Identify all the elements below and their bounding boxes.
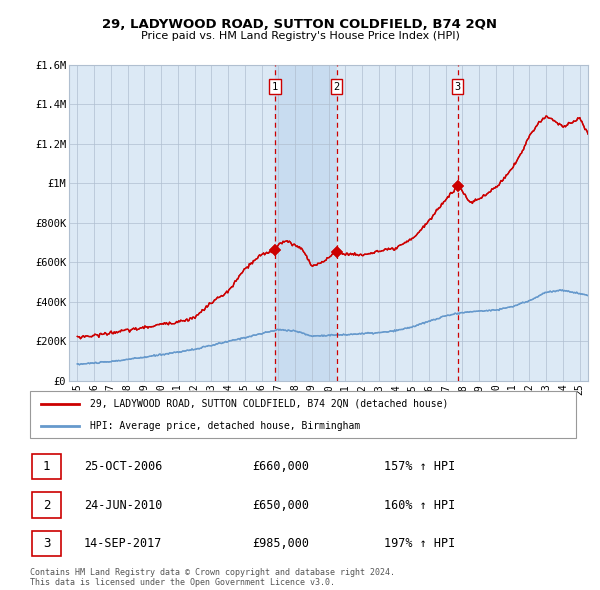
Text: 3: 3: [454, 81, 461, 91]
Text: £650,000: £650,000: [252, 499, 309, 512]
Text: 157% ↑ HPI: 157% ↑ HPI: [384, 460, 455, 473]
Text: 197% ↑ HPI: 197% ↑ HPI: [384, 537, 455, 550]
Text: 24-JUN-2010: 24-JUN-2010: [84, 499, 163, 512]
Text: £660,000: £660,000: [252, 460, 309, 473]
Text: Price paid vs. HM Land Registry's House Price Index (HPI): Price paid vs. HM Land Registry's House …: [140, 31, 460, 41]
Bar: [275, 65, 337, 381]
Text: 29, LADYWOOD ROAD, SUTTON COLDFIELD, B74 2QN (detached house): 29, LADYWOOD ROAD, SUTTON COLDFIELD, B74…: [90, 399, 448, 409]
Text: HPI: Average price, detached house, Birmingham: HPI: Average price, detached house, Birm…: [90, 421, 361, 431]
Bar: [337, 65, 458, 381]
Text: 25-OCT-2006: 25-OCT-2006: [84, 460, 163, 473]
Text: 14-SEP-2017: 14-SEP-2017: [84, 537, 163, 550]
Text: 1: 1: [272, 81, 278, 91]
FancyBboxPatch shape: [32, 492, 61, 518]
FancyBboxPatch shape: [30, 391, 576, 438]
Text: 1: 1: [43, 460, 50, 473]
Text: 3: 3: [43, 537, 50, 550]
Text: 29, LADYWOOD ROAD, SUTTON COLDFIELD, B74 2QN: 29, LADYWOOD ROAD, SUTTON COLDFIELD, B74…: [103, 18, 497, 31]
Text: 2: 2: [334, 81, 340, 91]
FancyBboxPatch shape: [32, 530, 61, 556]
Text: Contains HM Land Registry data © Crown copyright and database right 2024.: Contains HM Land Registry data © Crown c…: [30, 568, 395, 576]
Text: 2: 2: [43, 499, 50, 512]
Text: 160% ↑ HPI: 160% ↑ HPI: [384, 499, 455, 512]
Text: This data is licensed under the Open Government Licence v3.0.: This data is licensed under the Open Gov…: [30, 578, 335, 587]
Text: £985,000: £985,000: [252, 537, 309, 550]
FancyBboxPatch shape: [32, 454, 61, 480]
